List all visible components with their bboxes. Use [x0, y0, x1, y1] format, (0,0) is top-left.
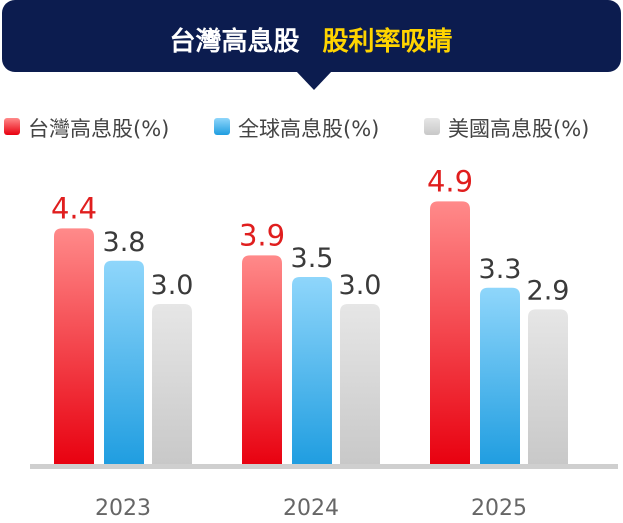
legend-label: 台灣高息股(%): [28, 117, 169, 141]
legend-swatch: [424, 118, 440, 135]
bar: [104, 260, 144, 466]
data-label: 3.0: [339, 270, 382, 301]
data-label: 3.8: [103, 227, 146, 258]
bar: [292, 277, 332, 466]
x-tick-label: 2024: [283, 496, 339, 521]
data-label: 3.5: [291, 243, 334, 274]
x-axis-line: [30, 464, 618, 469]
bar: [242, 255, 282, 466]
legend-swatch: [214, 118, 230, 135]
bar: [528, 309, 568, 466]
bar: [430, 201, 470, 466]
legend-swatch: [4, 118, 20, 135]
bars: 4.43.83.03.93.53.04.93.32.9: [51, 164, 570, 466]
legend-label: 美國高息股(%): [448, 117, 589, 141]
data-label: 4.4: [51, 191, 97, 225]
data-label: 4.9: [427, 164, 473, 198]
legend: 台灣高息股(%) 全球高息股(%) 美國高息股(%): [4, 117, 589, 141]
title-banner: 台灣高息股 股利率吸睛: [2, 0, 621, 90]
data-label: 3.9: [239, 218, 285, 252]
data-label: 2.9: [527, 275, 570, 306]
bar: [54, 228, 94, 466]
data-label: 3.3: [479, 254, 522, 285]
bar: [152, 304, 192, 466]
title-background: [2, 0, 621, 72]
title-pointer: [296, 71, 332, 90]
x-tick-label: 2023: [95, 496, 151, 521]
bar: [480, 287, 520, 466]
x-axis-labels: 2023 2024 2025: [95, 496, 527, 521]
legend-label: 全球高息股(%): [238, 117, 379, 141]
data-label: 3.0: [151, 270, 194, 301]
x-tick-label: 2025: [471, 496, 527, 521]
bar: [340, 304, 380, 466]
chart-title-part2: 股利率吸睛: [323, 26, 453, 57]
chart-title-part1: 台灣高息股: [169, 26, 299, 57]
svg-text:台灣高息股 股利率吸睛: 台灣高息股 股利率吸睛: [169, 26, 452, 57]
